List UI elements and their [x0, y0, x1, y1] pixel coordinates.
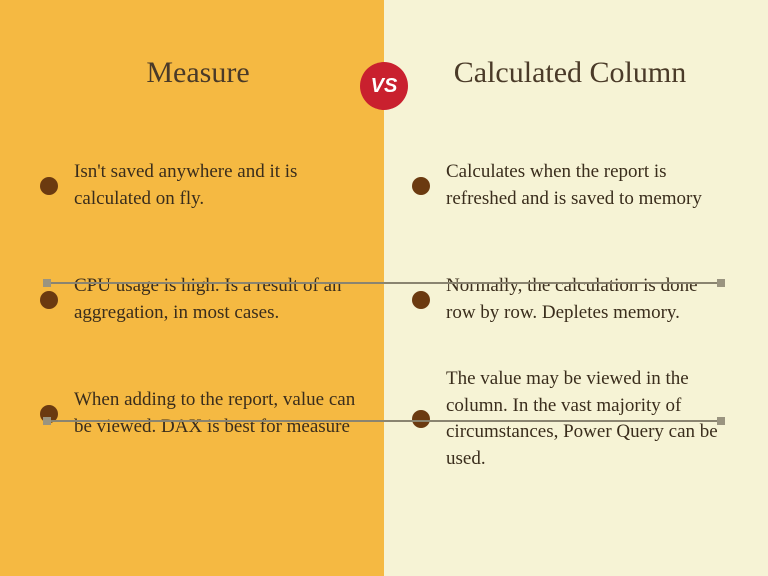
bullet-icon — [40, 177, 58, 195]
left-heading: Measure — [40, 56, 356, 90]
divider — [44, 282, 724, 284]
list-item: When adding to the report, value can be … — [40, 366, 356, 462]
divider — [44, 420, 724, 422]
bullet-icon — [412, 291, 430, 309]
list-item: Isn't saved anywhere and it is calculate… — [40, 138, 356, 234]
item-text: When adding to the report, value can be … — [74, 387, 356, 440]
list-item: Calculates when the report is refreshed … — [412, 138, 728, 234]
list-item: CPU usage is high. Is a result of an agg… — [40, 252, 356, 348]
bullet-icon — [412, 177, 430, 195]
list-item: Normally, the calculation is done row by… — [412, 252, 728, 348]
item-text: Calculates when the report is refreshed … — [446, 159, 728, 212]
right-heading: Calculated Column — [412, 56, 728, 90]
right-column: Calculated Column Calculates when the re… — [384, 0, 768, 576]
bullet-icon — [40, 291, 58, 309]
comparison-container: Measure Isn't saved anywhere and it is c… — [0, 0, 768, 576]
item-text: Isn't saved anywhere and it is calculate… — [74, 159, 356, 212]
vs-badge: VS — [360, 62, 408, 110]
left-column: Measure Isn't saved anywhere and it is c… — [0, 0, 384, 576]
